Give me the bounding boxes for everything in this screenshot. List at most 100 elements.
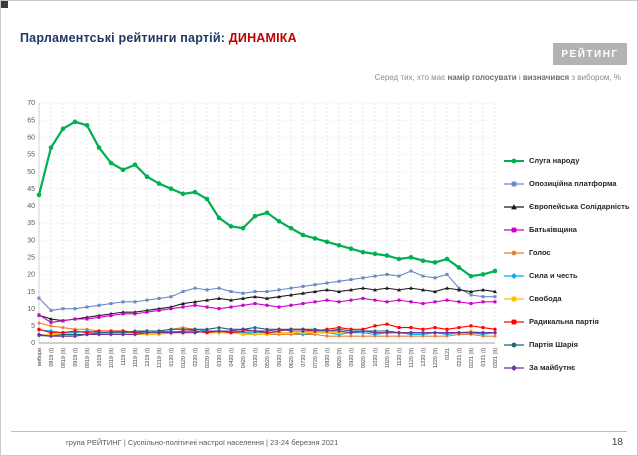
rating-group-logo: РЕЙТИНГ	[553, 43, 627, 65]
svg-text:1019 (I): 1019 (I)	[97, 348, 103, 367]
svg-text:1020 (II): 1020 (II)	[385, 348, 391, 368]
legend-item-10: За майбутнє	[503, 356, 637, 379]
legend-marker-icon	[504, 272, 524, 279]
svg-text:1220 (I): 1220 (I)	[421, 348, 427, 367]
svg-text:0819 (I): 0819 (I)	[49, 348, 55, 367]
svg-text:25: 25	[27, 254, 35, 261]
svg-text:1020 (I): 1020 (I)	[373, 348, 379, 367]
svg-text:0120 (II): 0120 (II)	[181, 348, 187, 368]
title-accent: ДИНАМІКА	[228, 31, 297, 45]
legend-item-9: Партія Шарія	[503, 333, 637, 356]
svg-text:30: 30	[27, 237, 35, 244]
svg-text:1019 (II): 1019 (II)	[109, 348, 115, 368]
page-number: 18	[611, 437, 623, 448]
subtitle-text-2: і	[516, 73, 523, 82]
svg-text:1219 (II): 1219 (II)	[157, 348, 163, 368]
legend-marker-icon	[504, 296, 524, 301]
svg-text:0819 (II): 0819 (II)	[61, 348, 67, 368]
legend-marker-icon	[504, 342, 524, 347]
legend-label: Голос	[529, 248, 551, 257]
legend-marker-icon	[504, 364, 524, 371]
svg-text:0820 (I): 0820 (I)	[325, 348, 331, 367]
svg-text:вибори: вибори	[37, 348, 43, 366]
svg-text:50: 50	[27, 169, 35, 176]
svg-text:45: 45	[27, 186, 35, 193]
chart-canvas: 0 5 10 15 20 25 30 35 40 45 50 55 60 65 70 вибори 0819 (…	[27, 100, 499, 368]
svg-text:0221 (II): 0221 (II)	[469, 348, 475, 368]
svg-text:35: 35	[27, 220, 35, 227]
legend-label: Сила и честь	[529, 271, 578, 280]
legend-item-3: Європейська Солідарність	[503, 195, 637, 218]
subtitle-bold-1: намір голосувати	[447, 73, 517, 82]
svg-text:0321 (II): 0321 (II)	[493, 348, 499, 368]
legend-item-7: Свобода	[503, 287, 637, 310]
svg-text:65: 65	[27, 117, 35, 124]
svg-text:5: 5	[31, 323, 35, 330]
svg-text:15: 15	[27, 289, 35, 296]
legend-item-2: Опозиційна платформа	[503, 172, 637, 195]
legend-marker-icon	[504, 227, 524, 232]
svg-text:60: 60	[27, 134, 35, 141]
legend-marker-icon	[504, 319, 524, 324]
page-title: Парламентські рейтинги партій: ДИНАМІКА	[20, 31, 297, 45]
svg-text:1120 (I): 1120 (I)	[397, 348, 403, 366]
svg-text:0920 (I): 0920 (I)	[349, 348, 355, 367]
svg-text:0121: 0121	[445, 348, 451, 360]
legend-label: Батьківщина	[529, 225, 577, 234]
legend-label: Партія Шарія	[529, 340, 579, 349]
svg-text:0820 (II): 0820 (II)	[337, 348, 343, 368]
svg-text:0919 (II): 0919 (II)	[85, 348, 91, 368]
svg-text:0520 (II): 0520 (II)	[265, 348, 271, 368]
legend-item-8: Радикальна партія	[503, 310, 637, 333]
subtitle-text-3: з вибором, %	[569, 73, 621, 82]
corner-mark	[1, 1, 8, 8]
svg-text:20: 20	[27, 272, 35, 279]
legend-marker-icon	[504, 203, 524, 209]
legend-item-6: Сила и честь	[503, 264, 637, 287]
svg-text:0420 (II): 0420 (II)	[241, 348, 247, 368]
svg-text:0321 (I): 0321 (I)	[481, 348, 487, 367]
footer-divider	[11, 431, 627, 432]
legend-label: За майбутнє	[529, 363, 576, 372]
svg-text:0220 (II): 0220 (II)	[205, 348, 211, 368]
legend-label: Європейська Солідарність	[529, 202, 630, 211]
svg-text:0620 (I): 0620 (I)	[277, 348, 283, 367]
legend-label: Слуга народу	[529, 156, 580, 165]
svg-text:0920 (II): 0920 (II)	[361, 348, 367, 368]
svg-text:55: 55	[27, 152, 35, 159]
legend-marker-icon	[504, 250, 524, 255]
svg-text:0: 0	[31, 340, 35, 347]
svg-text:1119 (II): 1119 (II)	[133, 348, 139, 367]
svg-text:1219 (I): 1219 (I)	[145, 348, 151, 367]
subtitle-text: Серед тих, хто має	[374, 73, 448, 82]
ratings-line-chart: 0 5 10 15 20 25 30 35 40 45 50 55 60 65 70 вибори 0819 (…	[9, 93, 501, 423]
svg-text:0220 (I): 0220 (I)	[193, 348, 199, 367]
legend-label: Опозиційна платформа	[529, 179, 617, 188]
svg-text:0620 (II): 0620 (II)	[289, 348, 295, 368]
svg-text:1120 (II): 1120 (II)	[409, 348, 415, 368]
legend-item-1: Слуга народу	[503, 149, 637, 172]
svg-text:0120 (I): 0120 (I)	[169, 348, 175, 367]
chart-subtitle: Серед тих, хто має намір голосувати і ви…	[375, 73, 621, 82]
svg-text:1220 (II): 1220 (II)	[433, 348, 439, 368]
svg-text:0720 (I): 0720 (I)	[301, 348, 307, 367]
svg-text:0420 (I): 0420 (I)	[229, 348, 235, 367]
svg-text:70: 70	[27, 100, 35, 107]
title-main: Парламентські рейтинги партій:	[20, 31, 229, 45]
svg-text:0320 (I): 0320 (I)	[217, 348, 223, 367]
svg-text:0520 (I): 0520 (I)	[253, 348, 259, 367]
svg-text:0221 (I): 0221 (I)	[457, 348, 463, 367]
legend-label: Радикальна партія	[529, 317, 599, 326]
legend-label: Свобода	[529, 294, 562, 303]
svg-text:1119 (I): 1119 (I)	[121, 348, 127, 366]
legend-marker-icon	[504, 181, 524, 186]
svg-text:40: 40	[27, 203, 35, 210]
legend-marker-icon	[504, 158, 524, 163]
legend-item-4: Батьківщина	[503, 218, 637, 241]
footer-source: група РЕЙТИНГ | Суспільно-політичні наст…	[66, 438, 339, 447]
svg-text:0720 (II): 0720 (II)	[313, 348, 319, 368]
legend-item-5: Голос	[503, 241, 637, 264]
svg-text:0919 (I): 0919 (I)	[73, 348, 79, 367]
chart-legend: Слуга народу Опозиційна платформа Європейс…	[503, 149, 637, 379]
